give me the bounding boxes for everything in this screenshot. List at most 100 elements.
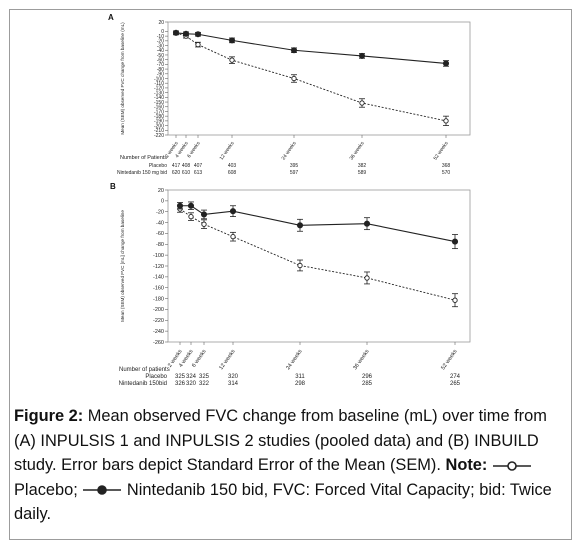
panel-a-patients-count: 620 — [172, 170, 181, 176]
panel-a-nintedanib-point — [194, 31, 202, 38]
panel-a-ytick-label: -100 — [154, 76, 164, 82]
panel-b-ylabel: Mean (SEM) observed FVC [mL] change from… — [120, 210, 125, 322]
panel-b-nintedanib-point — [176, 202, 184, 209]
panel-b-ytick-label: -140 — [153, 275, 164, 281]
figure-frame — [9, 9, 572, 540]
panel-b-placebo-point — [297, 262, 303, 269]
panel-a-patients-count: 608 — [228, 170, 237, 176]
panel-a-xtick-label: 36 weeks — [349, 140, 366, 161]
panel-a-patients-count: 589 — [358, 170, 367, 176]
panel-a-ytick-label: -190 — [154, 119, 164, 125]
panel-a-xtick-label: 6 weeks — [186, 140, 202, 159]
panel-b-ytick-label: -160 — [153, 286, 164, 292]
panel-b-plot-frame — [167, 189, 471, 343]
panel-b-ytick-label: -220 — [153, 318, 164, 324]
panel-a-ytick-label: -80 — [157, 67, 164, 73]
panel-a-ytick-label: -60 — [157, 57, 164, 63]
panel-b-patients-count: 274 — [450, 374, 461, 380]
panel-a-patients-count: 407 — [194, 163, 203, 169]
panel-a-placebo-point — [291, 75, 297, 82]
placebo-legend-icon — [492, 460, 531, 471]
panel-a-ytick-label: 20 — [158, 20, 164, 26]
panel-b-placebo-point — [188, 213, 194, 220]
panel-a-ytick-label: -90 — [157, 72, 164, 78]
panel-a-patients-count: 382 — [358, 163, 367, 169]
panel-b-patients-count: 265 — [450, 381, 461, 387]
panel-b-ytick-label: 20 — [158, 188, 164, 194]
panel-a-patients-header: Number of Patients — [120, 155, 167, 161]
panel-a-nintedanib-line — [175, 32, 447, 64]
panel-a-nintedanib-point — [290, 47, 298, 54]
panel-a-nintedanib-point — [358, 52, 366, 59]
panel-b-placebo-point — [201, 221, 207, 227]
panel-a-letter: A — [108, 13, 114, 22]
panel-a-ytick-label: -70 — [157, 62, 164, 68]
panel-a-ytick-label: -220 — [154, 133, 164, 139]
panel-a-ytick-label: -210 — [154, 128, 164, 134]
panel-b-patients-header: Number of patients — [119, 367, 170, 373]
panel-b-patients-count: 314 — [228, 381, 239, 387]
panel-a-placebo-point — [229, 57, 235, 63]
panel-a-ytick-label: -20 — [157, 39, 164, 45]
panel-a-ytick-label: -170 — [154, 109, 164, 115]
panel-b-patients-count: 324 — [186, 374, 197, 380]
panel-b-ytick-label: -200 — [153, 307, 164, 313]
panel-a-nintedanib-point — [228, 37, 236, 44]
panel-a-placebo-line — [175, 32, 447, 122]
panel-b-patients-count: 311 — [295, 374, 305, 380]
panel-b-ytick-label: -100 — [153, 253, 164, 259]
panel-a-nintedanib-point — [442, 60, 450, 67]
panel-b-patients-count: 320 — [186, 381, 197, 387]
panel-b-xtick-label: 52 weeks — [440, 349, 458, 372]
panel-b-patients-count: 325 — [175, 374, 186, 380]
panel-a-patients-count: 613 — [194, 170, 203, 176]
panel-a-ytick-label: -40 — [157, 48, 164, 54]
panel-b-patients-count: 298 — [295, 381, 306, 387]
panel-b-patients-count: 322 — [199, 381, 210, 387]
panel-b-patients-count: 325 — [199, 374, 210, 380]
caption-placebo-label: Placebo; — [14, 480, 78, 499]
panel-b-ytick-label: -20 — [156, 210, 164, 216]
panel-b-patients-row-label: Placebo — [145, 374, 167, 380]
panel-a-patients-count: 403 — [228, 163, 237, 169]
panel-a-patients-count: 610 — [182, 170, 191, 176]
panel-a-placebo-point — [443, 118, 449, 124]
panel-b-patients-count: 320 — [228, 374, 239, 380]
panel-a-xtick-label: 52 weeks — [433, 140, 450, 161]
panel-b-ytick-label: -120 — [153, 264, 164, 270]
panel-b-ytick-label: -260 — [153, 340, 164, 346]
panel-b-xtick-label: 12 weeks — [218, 349, 236, 372]
panel-b-placebo-line — [179, 208, 456, 301]
panel-a-ytick-label: -110 — [154, 81, 164, 87]
panel-a-ylabel: Mean (SEM) observed FVC change from base… — [120, 22, 125, 135]
panel-a-ytick-label: -200 — [154, 123, 164, 129]
panel-a-ytick-label: -10 — [157, 34, 164, 40]
panel-b-nintedanib-point — [363, 220, 371, 227]
panel-b-ytick-label: -60 — [156, 231, 164, 237]
panel-b-xtick-label: 24 weeks — [285, 349, 303, 372]
panel-a-ytick-label: -120 — [154, 86, 164, 92]
panel-a-placebo-point — [195, 41, 201, 48]
panel-b-nintedanib-point — [187, 202, 195, 209]
panel-a-patients-count: 597 — [290, 170, 299, 176]
panel-a-patients-row-label: Placebo — [149, 163, 167, 169]
panel-b-patients-row-label: Nintedanib 150bid — [119, 381, 167, 387]
panel-b-nintedanib-point — [229, 208, 237, 215]
panel-a-ytick-label: -50 — [157, 53, 164, 59]
panel-a-patients-count: 368 — [442, 163, 451, 169]
panel-b-ytick-label: 0 — [161, 199, 164, 205]
panel-a-ytick-label: -160 — [154, 105, 164, 111]
panel-a-placebo-point — [359, 100, 365, 106]
nintedanib-legend-icon — [83, 485, 122, 495]
panel-b-ytick-label: -180 — [153, 296, 164, 302]
panel-a-nintedanib-point — [172, 29, 180, 36]
panel-b-xtick-label: 36 weeks — [352, 349, 370, 372]
panel-a-ytick-label: 0 — [161, 29, 164, 35]
caption-figure-label: Figure 2: — [14, 407, 84, 425]
panel-b-nintedanib-point — [200, 211, 208, 218]
panel-a-plot-frame — [167, 21, 471, 136]
caption-note-label: Note: — [445, 456, 488, 474]
panel-a-ytick-label: -180 — [154, 114, 164, 120]
panel-a-patients-count: 395 — [290, 163, 299, 169]
